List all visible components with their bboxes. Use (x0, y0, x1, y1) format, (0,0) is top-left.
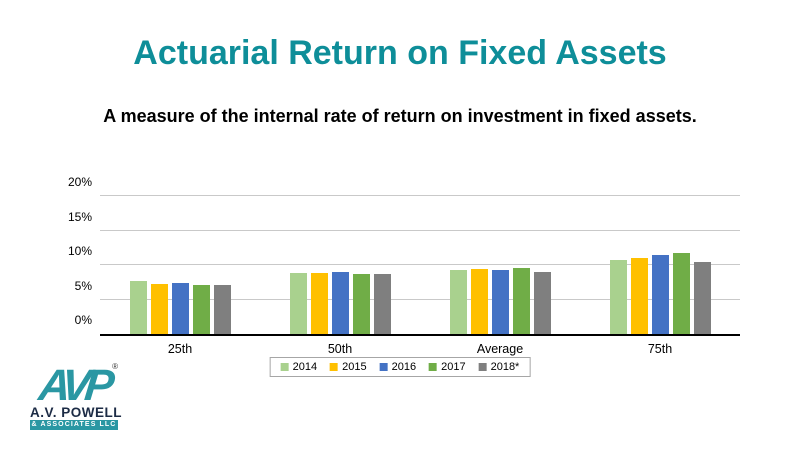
bar-Average-2016 (491, 269, 509, 334)
bar-75th-2017 (672, 252, 690, 334)
legend-item-2016: 2016 (379, 361, 417, 373)
registered-trademark-icon: ® (112, 362, 118, 371)
x-axis-labels: 25th 50th Average 75th (100, 342, 740, 356)
bar-25th-2018* (213, 285, 231, 334)
gridline-5% (100, 298, 740, 300)
xtick-label-50th: 50th (327, 342, 353, 356)
bar-50th-2016 (331, 271, 349, 334)
ytick-label-20%: 20% (67, 175, 92, 189)
legend-swatch-icon-2017 (429, 363, 438, 371)
ytick-label-10%: 10% (67, 244, 92, 258)
logo-company-suffix: & ASSOCIATES LLC (30, 420, 118, 431)
logo-company-name: A.V. POWELL (30, 405, 123, 420)
bar-group-75th (580, 196, 740, 334)
legend-swatch-icon-2016 (379, 363, 388, 371)
legend-item-2018*: 2018* (478, 361, 520, 373)
bar-50th-2017 (352, 273, 370, 334)
bar-75th-2016 (651, 255, 669, 334)
bar-25th-2014 (129, 280, 147, 334)
gridline-10% (100, 264, 740, 265)
slide-subtitle: A measure of the internal rate of return… (103, 106, 697, 126)
legend-label-2016: 2016 (391, 361, 417, 373)
gridline-15% (100, 229, 740, 231)
legend-label-2017: 2017 (441, 361, 466, 373)
logo-mark: AVP ® (30, 360, 118, 410)
ytick-label-0%: 0% (74, 313, 92, 327)
ytick-label-5%: 5% (74, 278, 92, 293)
xtick-label-75th: 75th (647, 342, 673, 356)
bar-Average-2018* (533, 271, 551, 334)
bar-75th-2015 (630, 258, 648, 334)
bar-Average-2014 (449, 269, 467, 334)
bar-25th-2016 (171, 282, 189, 334)
company-logo: AVP ® A.V. POWELL & ASSOCIATES LLC (30, 360, 123, 431)
legend-swatch-icon-2015 (330, 363, 339, 371)
logo-monogram: AVP (36, 360, 112, 410)
bar-50th-2015 (310, 273, 328, 334)
legend-swatch-icon-2014 (280, 363, 289, 371)
bar-50th-2018* (373, 273, 391, 334)
bar-Average-2015 (470, 269, 488, 334)
bar-50th-2014 (289, 273, 307, 334)
bar-group-25th (100, 196, 260, 334)
legend-item-2017: 2017 (429, 361, 466, 373)
legend-label-2014: 2014 (292, 361, 318, 373)
bar-25th-2015 (150, 283, 168, 334)
legend-item-2015: 2015 (330, 361, 367, 373)
legend-label-2015: 2015 (342, 361, 367, 373)
bar-Average-2017 (512, 267, 530, 334)
bar-75th-2018* (693, 261, 711, 334)
bar-groups-container (100, 196, 740, 334)
bar-group-Average (420, 196, 580, 334)
bar-group-50th (260, 196, 420, 334)
legend-label-2018*: 2018* (490, 361, 520, 373)
bar-75th-2014 (609, 260, 627, 334)
xtick-label-25th: 25th (167, 342, 193, 356)
ytick-label-15%: 15% (67, 209, 92, 224)
chart-plot-area: 0% 5% 10% 15% 20% (68, 175, 740, 336)
legend-item-2014: 2014 (280, 361, 318, 373)
xtick-label-Average: Average (476, 342, 524, 356)
legend-swatch-icon-2018* (478, 363, 487, 371)
chart-legend: 2014 2015 2016 2017 2018* (269, 357, 531, 377)
gridline-20% (100, 195, 740, 196)
slide-title: Actuarial Return on Fixed Assets (133, 34, 667, 72)
bar-25th-2017 (192, 285, 210, 334)
